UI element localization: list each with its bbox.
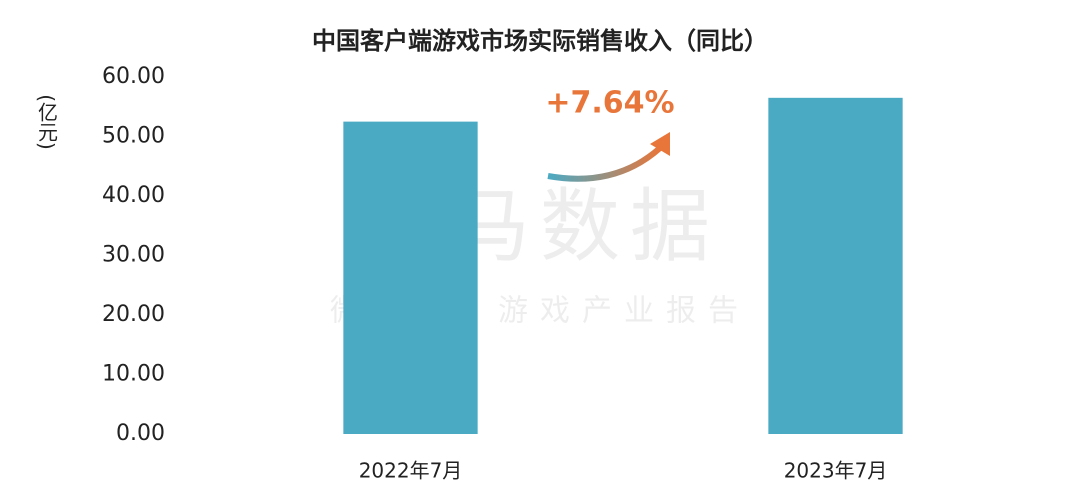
arrow-head bbox=[650, 132, 670, 156]
y-tick-label: 10.00 bbox=[102, 362, 165, 387]
x-tick-label: 2022年7月 bbox=[359, 459, 463, 483]
growth-arrow bbox=[547, 145, 662, 182]
x-tick-label: 2023年7月 bbox=[784, 459, 888, 483]
bar bbox=[768, 97, 903, 434]
bar bbox=[343, 121, 478, 434]
y-tick-label: 20.00 bbox=[102, 302, 165, 327]
y-tick-label: 60.00 bbox=[102, 64, 165, 89]
chart-title: 中国客户端游戏市场实际销售收入（同比） bbox=[312, 27, 768, 55]
y-tick-label: 30.00 bbox=[102, 243, 165, 268]
y-tick-label: 0.00 bbox=[116, 421, 165, 446]
y-tick-label: 40.00 bbox=[102, 183, 165, 208]
y-tick-label: 50.00 bbox=[102, 124, 165, 149]
y-axis-label: (亿元) bbox=[35, 94, 59, 150]
growth-annotation: +7.64% bbox=[545, 86, 674, 121]
